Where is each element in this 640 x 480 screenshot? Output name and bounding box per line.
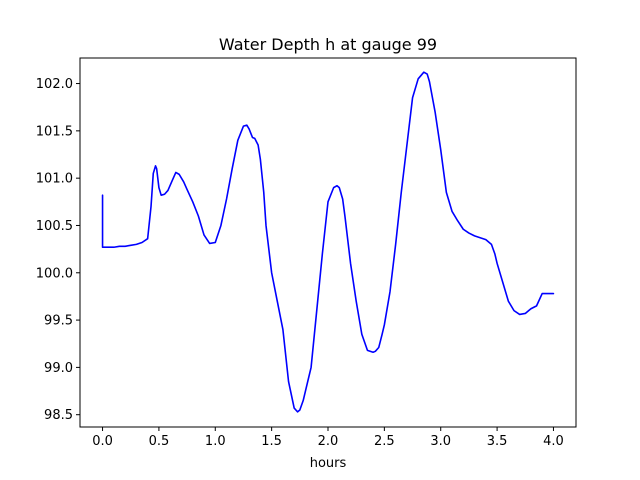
- series-line: [101, 71, 555, 413]
- y-tick-label: 102.0: [36, 77, 73, 92]
- x-tick-label: 1.0: [205, 434, 226, 449]
- y-tick-label: 98.5: [44, 408, 73, 423]
- x-tick-label: 0.0: [92, 434, 113, 449]
- y-tick-label: 99.5: [44, 314, 73, 329]
- y-axis-ticks: 98.5 99.0 99.5 100.0 100.5 101.0 101.5 102.0: [36, 77, 80, 423]
- y-tick-label: 101.5: [36, 124, 73, 139]
- x-axis-label: hours: [310, 456, 347, 471]
- x-tick-label: 1.5: [261, 434, 282, 449]
- x-tick-label: 4.0: [543, 434, 564, 449]
- data-layer: [101, 71, 555, 413]
- y-tick-label: 101.0: [36, 172, 73, 187]
- x-axis-ticks: 0.0 0.5 1.0 1.5 2.0 2.5 3.0 3.5 4.0: [92, 427, 564, 449]
- y-tick-label: 99.0: [44, 361, 73, 376]
- x-tick-label: 0.5: [149, 434, 170, 449]
- y-tick-label: 100.0: [36, 266, 73, 281]
- x-tick-label: 2.5: [374, 434, 395, 449]
- x-tick-label: 3.0: [430, 434, 451, 449]
- y-tick-label: 100.5: [36, 219, 73, 234]
- x-tick-label: 2.0: [318, 434, 339, 449]
- x-tick-label: 3.5: [487, 434, 508, 449]
- chart-title: Water Depth h at gauge 99: [219, 35, 437, 54]
